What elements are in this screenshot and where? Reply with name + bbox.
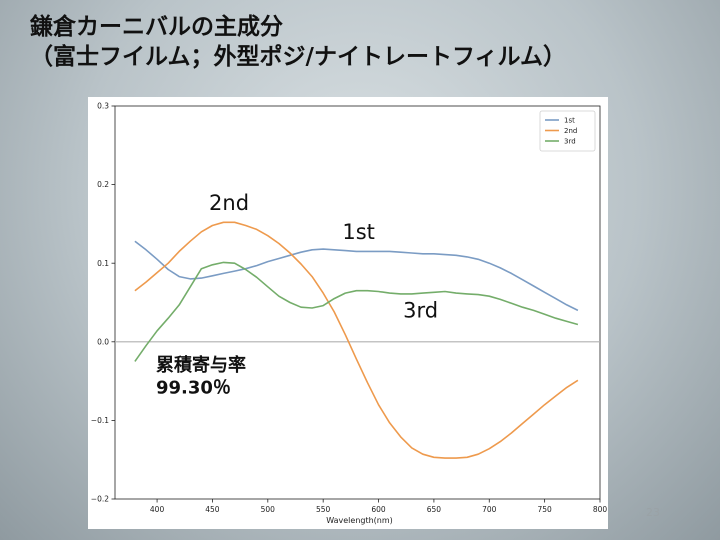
y-tick-label: 0.1 [97,259,109,268]
legend-label-1st: 1st [564,117,575,125]
page-number: 23 [646,506,660,519]
annotation-3: 累積寄与率 [156,354,246,376]
annotation-0: 2nd [209,191,249,215]
x-tick-label: 550 [316,505,331,514]
x-tick-label: 500 [261,505,276,514]
x-axis-label: Wavelength(nm) [326,516,393,525]
x-tick-label: 750 [537,505,552,514]
y-tick-label: −0.1 [91,416,109,425]
y-tick-label: 0.3 [97,102,109,111]
x-tick-label: 400 [150,505,165,514]
plot-frame [114,105,601,500]
slide-title-line2: （富士フイルム；外型ポジ/ナイトレートフィルム） [30,44,567,70]
pca-line-chart: 400 450 500 550 600 650 700 750 800 −0.2 −0.1 0.0 0.… [91,102,608,525]
x-tick-label: 600 [371,505,386,514]
slide-title: 鎌倉カーニバルの主成分 （富士フイルム；外型ポジ/ナイトレートフィルム） [30,12,710,72]
y-tick-label: 0.0 [97,337,109,346]
legend-label-3rd: 3rd [564,138,576,146]
y-tick-label: 0.2 [97,180,109,189]
series-line-2nd [134,221,579,459]
x-tick-label: 450 [205,505,220,514]
annotation-1: 1st [342,220,375,244]
series-line-1st [134,240,579,312]
legend-label-2nd: 2nd [564,127,577,135]
x-tick-label: 650 [427,505,442,514]
annotation-2: 3rd [403,298,438,322]
chart-panel: 400 450 500 550 600 650 700 750 800 −0.2 −0.1 0.0 0.… [88,97,608,529]
x-tick-label: 800 [593,505,608,514]
x-tick-label: 700 [482,505,497,514]
annotation-4: 99.30％ [156,378,231,399]
series-line-3rd [134,261,579,362]
y-tick-label: −0.2 [91,495,109,504]
slide-title-line1: 鎌倉カーニバルの主成分 [30,14,283,40]
